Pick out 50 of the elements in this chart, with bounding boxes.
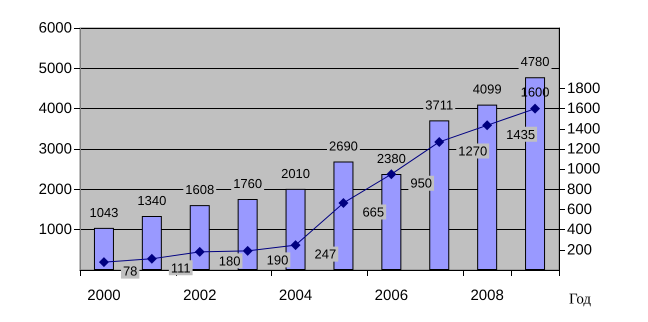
y-tick-label: 5000 — [38, 60, 72, 77]
x-tick-label: 2004 — [278, 287, 312, 304]
data-label: 2690 — [328, 138, 358, 154]
point — [434, 136, 444, 147]
y2-tick-label: 600 — [567, 201, 592, 218]
x-axis-title: Год — [569, 292, 592, 308]
data-label: 1760 — [233, 176, 262, 192]
x-tick-label: 2002 — [183, 287, 216, 304]
point — [482, 120, 492, 130]
data-label: 4099 — [472, 82, 502, 97]
y-tick-label: 2000 — [38, 180, 72, 198]
data-label: 665 — [362, 204, 384, 220]
y2-tick-label: 800 — [567, 180, 592, 198]
x-tick-label: 2008 — [470, 287, 504, 304]
point — [194, 246, 205, 257]
y2-tick-label: 1800 — [567, 80, 600, 97]
y2-tick-label: 1600 — [567, 100, 600, 118]
y-tick-label: 1000 — [38, 221, 72, 238]
point — [386, 169, 396, 180]
data-label: 180 — [218, 253, 240, 268]
data-label: 111 — [170, 260, 191, 276]
y2-tick-label: 400 — [567, 221, 592, 238]
data-label: 1608 — [185, 182, 214, 198]
y2-tick-label: 1000 — [567, 160, 600, 178]
y2-tick-label: 1200 — [567, 140, 600, 158]
point — [98, 257, 109, 268]
x-tick-label: 2006 — [374, 287, 408, 304]
point — [290, 240, 301, 250]
data-label: 4780 — [520, 54, 550, 70]
data-label: 2380 — [376, 151, 406, 166]
point — [338, 198, 348, 208]
point — [530, 104, 540, 114]
x-tick-label: 2000 — [87, 287, 121, 304]
y2-tick-label: 1400 — [567, 120, 600, 138]
data-label: 1270 — [458, 143, 488, 158]
y-tick-label: 3000 — [38, 140, 72, 158]
point — [242, 246, 253, 256]
data-label: 247 — [314, 246, 336, 262]
data-label: 3711 — [425, 97, 454, 112]
y-tick-label: 4000 — [38, 100, 72, 118]
data-label: 2010 — [281, 166, 310, 181]
y-tick-label: 6000 — [38, 20, 72, 36]
y2-tick-label: 200 — [567, 241, 592, 258]
data-label: 78 — [122, 264, 138, 279]
data-label: 190 — [266, 252, 288, 268]
data-label: 950 — [410, 176, 432, 191]
data-label: 1435 — [506, 126, 536, 142]
data-label: 1043 — [89, 204, 118, 220]
point — [146, 254, 157, 264]
data-label: 1340 — [137, 192, 166, 208]
